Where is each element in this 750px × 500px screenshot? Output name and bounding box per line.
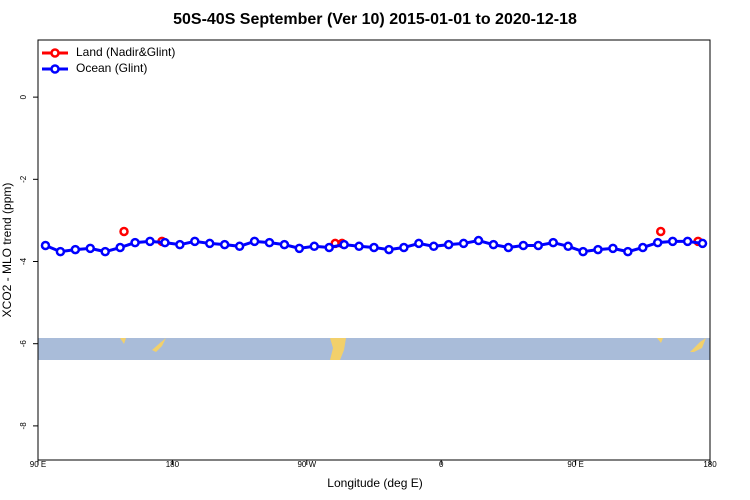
data-point (70, 244, 81, 255)
y-tick-label: -2 (19, 175, 28, 183)
data-point (399, 242, 409, 253)
data-point (667, 236, 678, 247)
data-point (443, 239, 454, 250)
y-tick-label: -4 (19, 257, 28, 265)
data-point (294, 243, 305, 254)
data-point (488, 239, 499, 250)
data-point (682, 236, 693, 247)
data-point (548, 237, 558, 248)
x-tick-label: 90 E (567, 460, 583, 469)
data-point (503, 242, 514, 253)
legend-marker (50, 48, 60, 58)
data-point (354, 241, 364, 252)
data-point (115, 242, 125, 253)
data-point (697, 238, 708, 249)
data-point (249, 236, 260, 247)
data-point (655, 226, 666, 237)
data-point (339, 239, 349, 250)
data-point (40, 240, 51, 251)
data-point (85, 243, 96, 254)
data-point (264, 237, 275, 248)
data-point (145, 236, 155, 247)
data-point (100, 246, 110, 257)
data-point (204, 238, 215, 249)
legend-marker (50, 64, 60, 74)
x-tick-label: 90 W (297, 460, 316, 469)
data-point (175, 239, 185, 250)
x-tick-label: 180 (703, 460, 717, 469)
data-point (234, 241, 245, 252)
x-tick-label: 180 (166, 460, 180, 469)
data-point (324, 242, 334, 253)
data-point (369, 242, 379, 253)
plot-frame (37, 39, 711, 461)
data-point (473, 235, 484, 246)
data-point (652, 237, 663, 248)
data-point (219, 239, 230, 250)
data-point (623, 246, 633, 257)
map-strip (38, 338, 710, 360)
y-tick-label: -6 (19, 340, 28, 348)
y-axis-label: XCO2 - MLO trend (ppm) (0, 183, 14, 318)
data-point (309, 241, 320, 252)
legend-label: Land (Nadir&Glint) (76, 45, 175, 59)
data-point (638, 242, 648, 253)
data-point (563, 241, 573, 252)
data-point (578, 246, 588, 257)
legend-label: Ocean (Glint) (76, 61, 147, 75)
data-point (608, 243, 618, 254)
data-point (160, 237, 170, 248)
data-point (130, 237, 140, 248)
data-point (593, 244, 603, 255)
data-point (384, 244, 394, 255)
data-point (533, 240, 544, 251)
data-point (428, 241, 439, 252)
data-point (414, 238, 424, 249)
data-point (190, 236, 200, 247)
chart-title: 50S-40S September (Ver 10) 2015-01-01 to… (173, 11, 577, 28)
y-tick-label: 0 (19, 94, 28, 99)
data-point (55, 246, 66, 257)
x-axis-label: Longitude (deg E) (327, 476, 422, 490)
data-point (279, 239, 290, 250)
data-point (518, 240, 529, 251)
data-point (458, 238, 469, 249)
data-point (119, 226, 129, 237)
x-tick-label: 90 E (30, 460, 46, 469)
y-tick-label: -8 (19, 422, 28, 430)
x-tick-label: 0 (439, 460, 444, 469)
